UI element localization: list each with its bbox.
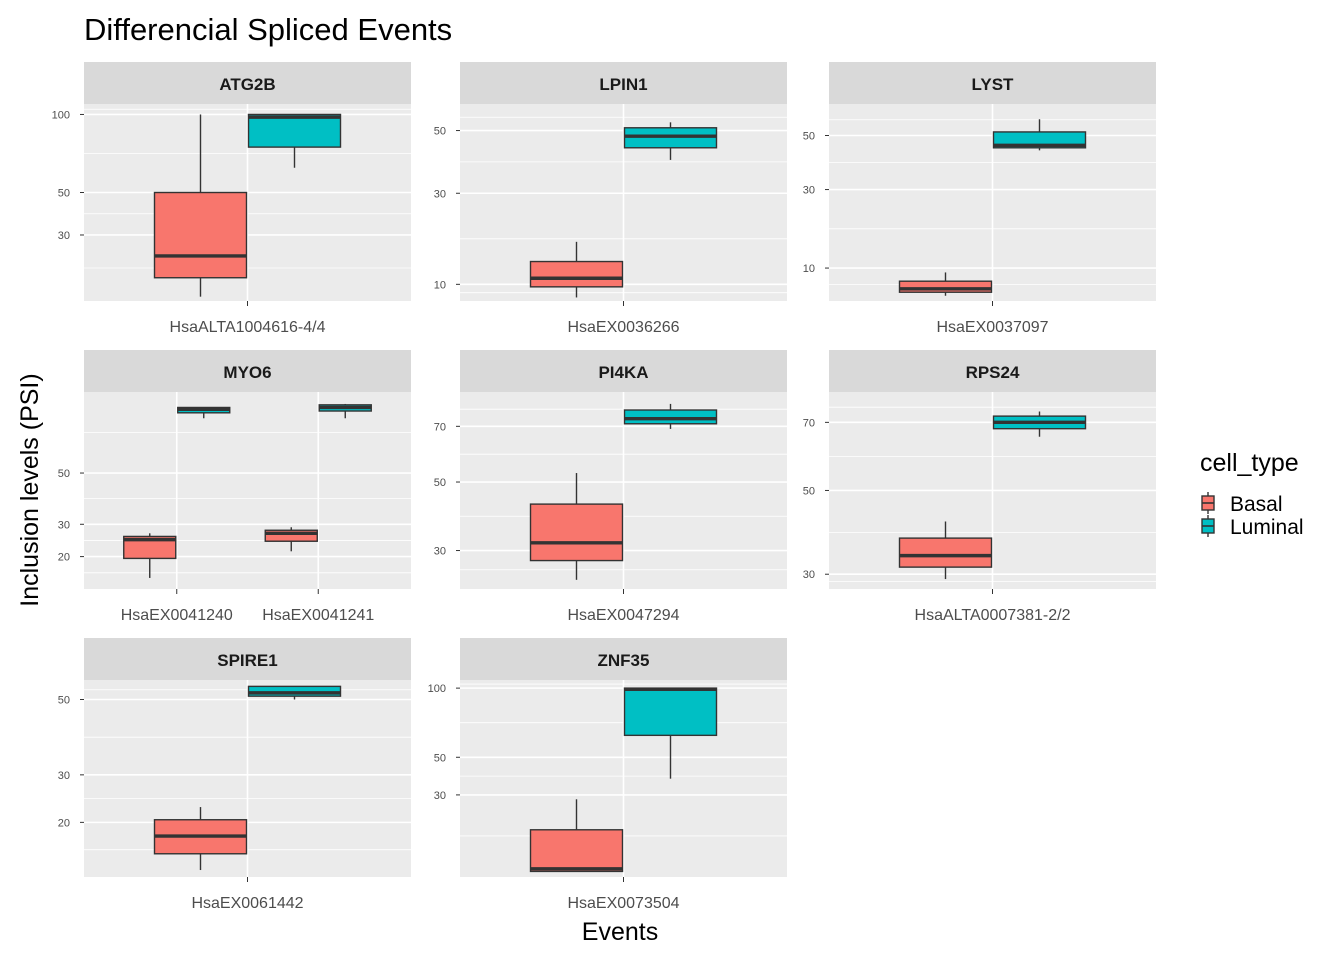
panel-pi4ka-xtick-label: HsaEX0047294 [567,607,679,624]
panel-rps24-strip [829,350,1156,392]
iqr-box [623,687,718,737]
panel-atg2b-ytick-label: 100 [52,109,70,121]
panel-spire1-xtick-label: HsaEX0061442 [191,895,303,912]
panel-spire1-ytick-label: 30 [58,770,70,782]
panel-znf35-xtick-label: HsaEX0073504 [567,895,679,912]
panel-pi4ka-strip-label: PI4KA [598,363,648,382]
panel-pi4ka-ytick-label: 50 [434,477,446,489]
panel-pi4ka-strip [460,350,787,392]
panel-pi4ka-ytick-label: 70 [434,421,446,433]
panel-atg2b-strip-label: ATG2B [219,75,275,94]
panel-spire1: SPIRE1 20 30 50 HsaEX0061442 [58,638,411,912]
panel-spire1-ytick-label: 50 [58,694,70,706]
panel-lpin1-ytick-label: 10 [434,279,446,291]
panel-lyst-xtick-label: HsaEX0037097 [936,319,1048,336]
panel-lpin1: LPIN1 10 30 50 HsaEX0036266 [434,62,787,336]
panel-myo6-box-luminal [177,406,231,419]
panel-lyst: LYST 10 30 50 HsaEX0037097 [803,62,1156,336]
panel-myo6-ytick-label: 20 [58,552,70,564]
panel-znf35-ytick-label: 30 [434,790,446,802]
legend-title: cell_type [1200,449,1299,477]
panel-spire1-ytick-label: 20 [58,817,70,829]
panel-atg2b-ytick-label: 50 [58,188,70,200]
panel-spire1-box-luminal [247,685,342,700]
panel-myo6: MYO6 20 30 50 HsaEX0041240 HsaEX0041241 [58,350,411,624]
panel-rps24-box-luminal [992,411,1087,437]
panel-lpin1-box-luminal [623,122,718,160]
iqr-box [123,535,177,560]
panel-znf35-ytick-label: 100 [428,683,446,695]
legend-entry-luminal: Luminal [1201,515,1304,539]
iqr-box [529,829,624,873]
panel-znf35-box-luminal [623,687,718,779]
panel-znf35: ZNF35 30 50 100 HsaEX0073504 [428,638,787,912]
chart-title: Differencial Spliced Events [84,12,452,47]
iqr-box [247,113,342,148]
y-axis-title: Inclusion levels (PSI) [16,373,44,606]
iqr-box [264,529,318,542]
legend-entry-basal: Basal [1201,492,1283,516]
panel-spire1-box-basal [153,807,248,871]
panel-myo6-box-luminal [318,403,372,419]
legend-label: Basal [1230,493,1283,516]
panel-lyst-strip-label: LYST [972,75,1015,94]
panel-lpin1-box-basal [529,241,624,298]
panel-spire1-strip [84,638,411,680]
iqr-box [898,537,993,568]
panel-lyst-ytick-label: 30 [803,185,815,197]
panel-lpin1-ytick-label: 50 [434,126,446,138]
iqr-box [529,503,624,562]
panel-lyst-box-basal [898,272,993,296]
iqr-box [623,409,718,425]
panel-lpin1-strip-label: LPIN1 [599,75,647,94]
iqr-box [153,191,248,279]
panel-znf35-ytick-label: 50 [434,752,446,764]
panel-lyst-box-luminal [992,119,1087,151]
panel-myo6-box-basal [264,527,318,552]
panel-lpin1-strip [460,62,787,104]
panel-atg2b-box-luminal [247,113,342,168]
panel-rps24-ytick-label: 30 [803,569,815,581]
panel-myo6-strip [84,350,411,392]
panel-pi4ka-box-basal [529,473,624,580]
panel-rps24-strip-label: RPS24 [966,363,1020,382]
panel-myo6-xtick-label: HsaEX0041241 [262,607,374,624]
panel-lpin1-ytick-label: 30 [434,188,446,200]
legend-label: Luminal [1230,516,1304,539]
panel-myo6-box-basal [123,533,177,578]
panel-rps24-ytick-label: 50 [803,485,815,497]
panel-rps24-ytick-label: 70 [803,417,815,429]
x-axis-title: Events [582,918,658,946]
panel-znf35-box-basal [529,799,624,873]
iqr-box [529,260,624,288]
facet-panels: ATG2B 30 50 100 HsaALTA1004616-4/4 LPIN1 10 30 5… [52,62,1156,912]
panel-lyst-ytick-label: 10 [803,263,815,275]
panel-lpin1-xtick-label: HsaEX0036266 [567,319,679,336]
panel-atg2b-strip [84,62,411,104]
panel-atg2b-box-basal [153,114,248,297]
panel-rps24-xtick-label: HsaALTA0007381-2/2 [915,607,1071,624]
panel-myo6-ytick-label: 50 [58,468,70,480]
panel-myo6-plot-area [84,392,411,589]
panel-lyst-strip [829,62,1156,104]
panel-znf35-strip-label: ZNF35 [598,651,650,670]
panel-atg2b: ATG2B 30 50 100 HsaALTA1004616-4/4 [52,62,411,336]
panel-atg2b-xtick-label: HsaALTA1004616-4/4 [170,319,326,336]
panel-myo6-xtick-label: HsaEX0041240 [121,607,233,624]
panel-rps24-box-basal [898,521,993,580]
panel-myo6-strip-label: MYO6 [223,363,271,382]
panel-pi4ka: PI4KA 30 50 70 HsaEX0047294 [434,350,787,624]
panel-pi4ka-ytick-label: 30 [434,546,446,558]
panel-znf35-strip [460,638,787,680]
panel-pi4ka-box-luminal [623,403,718,429]
panel-spire1-strip-label: SPIRE1 [217,651,277,670]
panel-lyst-ytick-label: 50 [803,131,815,143]
panel-atg2b-ytick-label: 30 [58,230,70,242]
iqr-box [898,280,993,293]
panel-rps24: RPS24 30 50 70 HsaALTA0007381-2/2 [803,350,1156,624]
panel-myo6-ytick-label: 30 [58,519,70,531]
